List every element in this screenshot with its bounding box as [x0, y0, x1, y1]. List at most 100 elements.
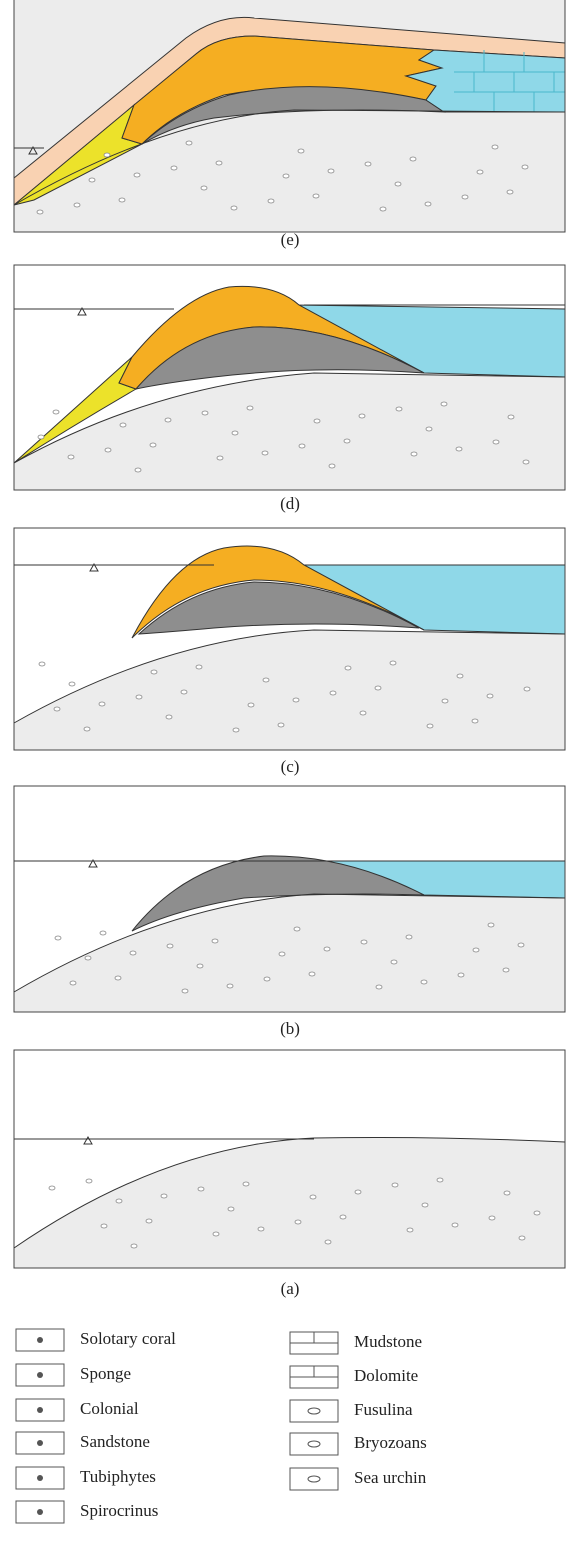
- legend-label: Sandstone: [80, 1432, 150, 1451]
- fossil: [359, 414, 365, 418]
- fossil: [330, 691, 336, 695]
- fossil: [278, 723, 284, 727]
- fossil: [508, 415, 514, 419]
- fossil: [131, 1244, 137, 1248]
- panel-label: (c): [281, 757, 300, 776]
- fossil: [392, 1183, 398, 1187]
- fossil: [299, 444, 305, 448]
- fossil: [503, 968, 509, 972]
- fossil: [441, 402, 447, 406]
- fossil: [201, 186, 207, 190]
- fossil: [74, 203, 80, 207]
- fossil: [410, 157, 416, 161]
- fossil: [167, 944, 173, 948]
- fossil: [313, 194, 319, 198]
- fossil: [507, 190, 513, 194]
- legend-glyph: [37, 1337, 43, 1343]
- fossil: [68, 455, 74, 459]
- fossil: [105, 448, 111, 452]
- fossil: [325, 1240, 331, 1244]
- fossil: [212, 939, 218, 943]
- fossil: [186, 141, 192, 145]
- panel-c: [14, 528, 565, 750]
- fossil: [89, 178, 95, 182]
- fossil: [437, 1178, 443, 1182]
- fossil: [361, 940, 367, 944]
- fossil: [49, 1186, 55, 1190]
- legend-label: Sponge: [80, 1364, 131, 1383]
- fossil: [136, 695, 142, 699]
- fossil: [426, 427, 432, 431]
- fossil: [247, 406, 253, 410]
- fossil: [146, 1219, 152, 1223]
- legend-label: Solotary coral: [80, 1329, 176, 1348]
- fossil: [182, 989, 188, 993]
- fossil: [406, 935, 412, 939]
- fossil: [396, 407, 402, 411]
- fossil: [165, 418, 171, 422]
- legend-label: Colonial: [80, 1399, 139, 1418]
- legend-glyph: [37, 1407, 43, 1413]
- legend-glyph: [37, 1372, 43, 1378]
- fossil: [309, 972, 315, 976]
- fossil: [504, 1191, 510, 1195]
- fossil: [518, 943, 524, 947]
- fossil: [427, 724, 433, 728]
- fossil: [202, 411, 208, 415]
- fossil: [264, 977, 270, 981]
- fossil: [314, 419, 320, 423]
- legend-label: Spirocrinus: [80, 1501, 158, 1520]
- fossil: [258, 1227, 264, 1231]
- fossil: [395, 182, 401, 186]
- fossil: [243, 1182, 249, 1186]
- fossil: [472, 719, 478, 723]
- fossil: [130, 951, 136, 955]
- fossil: [181, 690, 187, 694]
- panel-b: [14, 786, 565, 1012]
- legend-label: Sea urchin: [354, 1468, 427, 1487]
- fossil: [217, 456, 223, 460]
- fossil: [84, 727, 90, 731]
- fossil: [473, 948, 479, 952]
- figure: (e) (d) (c) (b): [0, 0, 567, 1558]
- fossil: [228, 1207, 234, 1211]
- fossil: [151, 670, 157, 674]
- panel-label: (b): [280, 1019, 300, 1038]
- fossil: [196, 665, 202, 669]
- fossil: [293, 698, 299, 702]
- fossil: [279, 952, 285, 956]
- fossil: [411, 452, 417, 456]
- fossil: [232, 431, 238, 435]
- legend-label: Dolomite: [354, 1366, 418, 1385]
- fossil: [324, 947, 330, 951]
- legend-glyph: [37, 1509, 43, 1515]
- fossil: [86, 1179, 92, 1183]
- fossil: [328, 169, 334, 173]
- fossil: [380, 207, 386, 211]
- fossil: [99, 702, 105, 706]
- fossil: [116, 1199, 122, 1203]
- legend-label: Bryozoans: [354, 1433, 427, 1452]
- panel-label: (d): [280, 494, 300, 513]
- fossil: [477, 170, 483, 174]
- panel-e: [14, 0, 565, 232]
- fossil: [524, 687, 530, 691]
- legend-icon: [290, 1400, 338, 1422]
- fossil: [115, 976, 121, 980]
- fossil: [391, 960, 397, 964]
- fossil: [283, 174, 289, 178]
- fossil: [161, 1194, 167, 1198]
- fossil: [355, 1190, 361, 1194]
- fossil: [166, 715, 172, 719]
- fossil: [298, 149, 304, 153]
- panel-label: (a): [281, 1279, 300, 1298]
- fossil: [488, 923, 494, 927]
- fossil: [421, 980, 427, 984]
- fossil: [519, 1236, 525, 1240]
- fossil: [69, 682, 75, 686]
- fossil: [213, 1232, 219, 1236]
- fossil: [422, 1203, 428, 1207]
- fossil: [462, 195, 468, 199]
- legend-glyph: [37, 1475, 43, 1481]
- fossil: [54, 707, 60, 711]
